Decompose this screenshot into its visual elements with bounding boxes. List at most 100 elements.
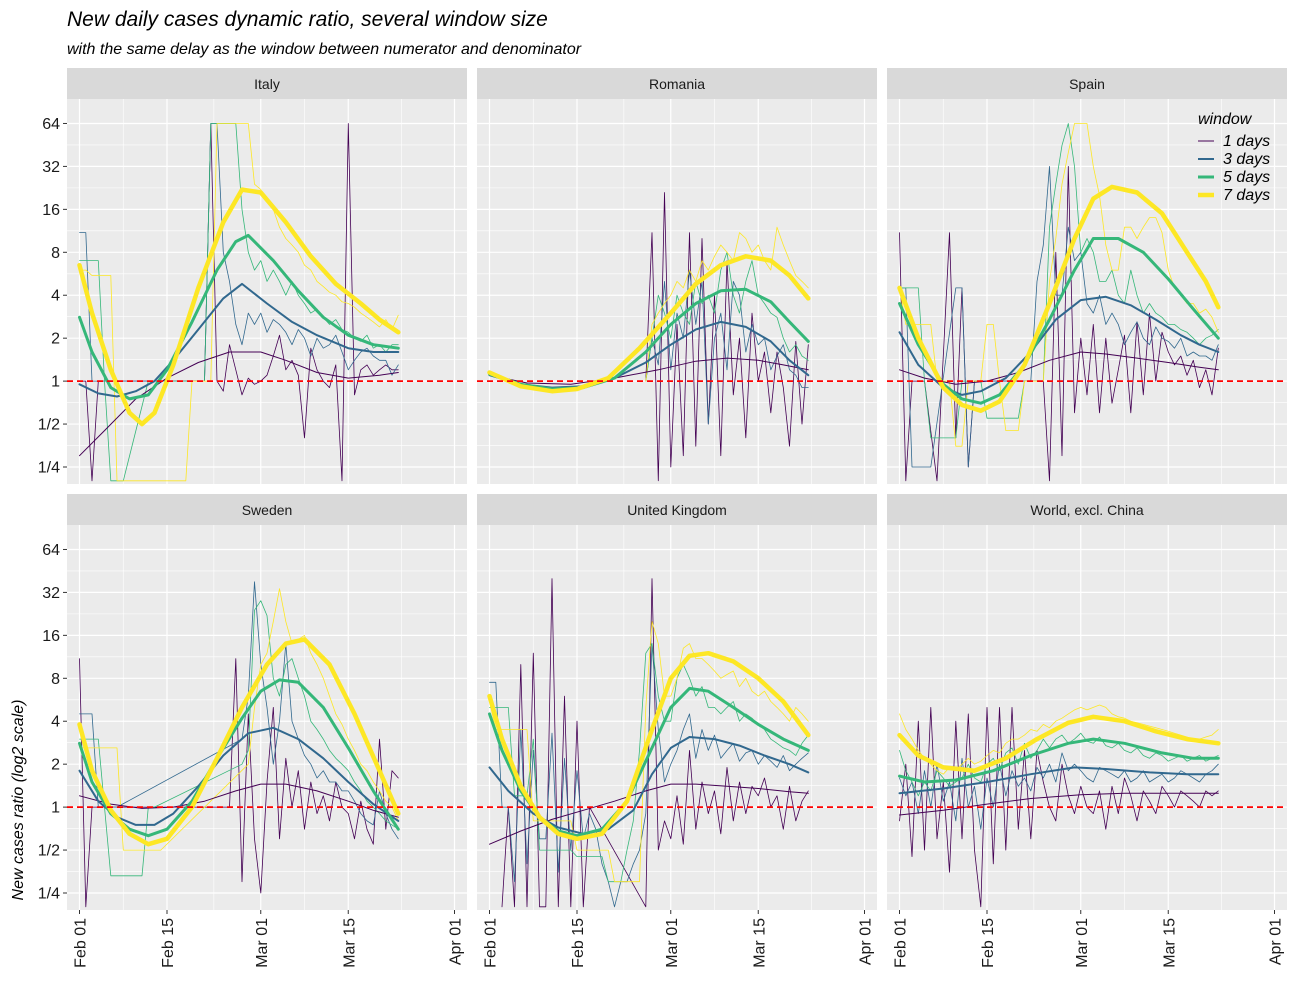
series-group <box>487 192 811 482</box>
series-line-smooth-3-days <box>78 726 400 826</box>
y-axis-title: New cases ratio (log2 scale) <box>10 700 27 901</box>
chart-subtitle: with the same delay as the window betwee… <box>67 41 582 58</box>
y-tick-label: 16 <box>42 202 60 219</box>
strip-label: United Kingdom <box>627 502 727 518</box>
chart-title: New daily cases dynamic ratio, several w… <box>67 8 548 31</box>
series-line-raw-1-days <box>79 658 399 908</box>
panel-background <box>477 525 877 910</box>
panel-background <box>887 99 1287 484</box>
x-tick-label: Apr 01 <box>1268 918 1285 965</box>
series-line-raw-3-days <box>645 269 809 425</box>
series-line-smooth-3-days <box>898 766 1220 795</box>
y-tick-label: 32 <box>42 159 60 176</box>
series-line-raw-1-days <box>645 192 809 482</box>
x-tick-label: Apr 01 <box>858 918 875 965</box>
strip-background <box>887 494 1287 525</box>
x-tick-label: Apr 01 <box>448 918 465 965</box>
legend-label: 3 days <box>1223 151 1270 168</box>
strip-background <box>477 494 877 525</box>
y-tick-label: 1/2 <box>38 843 60 860</box>
x-tick-label: Feb 01 <box>73 918 90 968</box>
series-line-smooth-7-days <box>487 650 811 842</box>
y-tick-label: 64 <box>42 542 60 559</box>
strip-background <box>67 68 467 99</box>
series-line-smooth-7-days <box>897 714 1221 773</box>
facet-panels: Italy 1/4 1/2 1 2 4 8 16 32 64 Romania Spain Sweden 1… <box>38 68 1287 968</box>
panel-background <box>67 525 467 910</box>
series-line-smooth-7-days <box>77 187 401 427</box>
x-tick-label: Mar 01 <box>1074 918 1091 968</box>
series-line-raw-3-days <box>899 752 1219 830</box>
strip-label: Spain <box>1069 76 1105 92</box>
y-tick-label: 8 <box>51 671 60 688</box>
y-tick-label: 4 <box>51 288 60 305</box>
facet-panel: Spain <box>887 68 1287 484</box>
y-tick-label: 2 <box>51 757 60 774</box>
series-line-raw-7-days <box>899 123 1219 447</box>
x-tick-label: Feb 01 <box>483 918 500 968</box>
legend-title: window <box>1198 111 1253 128</box>
y-tick-label: 16 <box>42 628 60 645</box>
series-line-raw-5-days <box>79 600 399 877</box>
y-tick-label: 8 <box>51 245 60 262</box>
legend-label: 5 days <box>1223 169 1270 186</box>
legend-label: 7 days <box>1223 187 1270 204</box>
strip-label: Romania <box>649 76 705 92</box>
series-line-raw-3-days <box>79 581 399 840</box>
series-line-smooth-5-days <box>898 737 1220 784</box>
y-tick-label: 4 <box>51 714 60 731</box>
series-group <box>77 581 401 908</box>
facet-panel: Sweden 1/4 1/2 1 2 4 8 16 32 64 Feb 01 Feb 15 Mar 01… <box>38 494 467 968</box>
series-line-smooth-1-days <box>489 357 809 385</box>
series-line-smooth-1-days <box>899 351 1219 385</box>
strip-label: Sweden <box>242 502 293 518</box>
y-tick-label: 1/4 <box>38 459 60 476</box>
facet-panel: World, excl. China Feb 01 Feb 15 Mar 01 Mar … <box>887 494 1287 968</box>
x-tick-label: Mar 15 <box>751 918 768 968</box>
series-line-smooth-1-days <box>79 351 399 457</box>
facet-panel: Romania <box>477 68 877 484</box>
facet-panel: Italy 1/4 1/2 1 2 4 8 16 32 64 <box>38 68 467 484</box>
series-line-smooth-1-days <box>79 783 399 818</box>
x-tick-label: Feb 15 <box>570 918 587 968</box>
strip-background <box>67 494 467 525</box>
series-line-smooth-5-days <box>898 237 1220 405</box>
x-tick-label: Mar 01 <box>664 918 681 968</box>
y-tick-label: 1 <box>51 374 60 391</box>
series-line-raw-5-days <box>899 732 1219 797</box>
x-tick-label: Feb 01 <box>893 918 910 968</box>
y-tick-label: 1/2 <box>38 417 60 434</box>
strip-background <box>887 68 1287 99</box>
x-tick-label: Feb 15 <box>160 918 177 968</box>
series-line-raw-1-days <box>899 707 1219 908</box>
series-group <box>897 123 1221 482</box>
x-tick-label: Feb 15 <box>980 918 997 968</box>
strip-background <box>477 68 877 99</box>
series-line-raw-1-days <box>899 165 1219 482</box>
y-tick-label: 32 <box>42 585 60 602</box>
y-tick-label: 2 <box>51 331 60 348</box>
panel-background <box>67 99 467 484</box>
x-tick-label: Mar 15 <box>1161 918 1178 968</box>
series-line-raw-3-days <box>489 643 809 908</box>
series-group <box>897 704 1221 908</box>
series-line-raw-7-days <box>79 588 399 851</box>
panel-background <box>477 99 877 484</box>
series-line-smooth-7-days <box>77 637 401 847</box>
strip-label: World, excl. China <box>1030 502 1144 518</box>
x-tick-label: Mar 15 <box>341 918 358 968</box>
series-group <box>487 578 811 908</box>
y-tick-label: 1/4 <box>38 885 60 902</box>
series-line-smooth-7-days <box>897 184 1221 413</box>
y-tick-label: 1 <box>51 800 60 817</box>
series-line-smooth-7-days <box>487 254 811 394</box>
strip-label: Italy <box>254 76 280 92</box>
series-line-raw-3-days <box>899 165 1219 468</box>
facet-panel: United Kingdom Feb 01 Feb 15 Mar 01 Mar 15 Ap… <box>477 494 877 968</box>
series-line-raw-7-days <box>645 226 809 382</box>
series-line-raw-5-days <box>899 123 1219 439</box>
series-line-raw-1-days <box>501 578 809 908</box>
series-line-smooth-1-days <box>899 792 1219 816</box>
